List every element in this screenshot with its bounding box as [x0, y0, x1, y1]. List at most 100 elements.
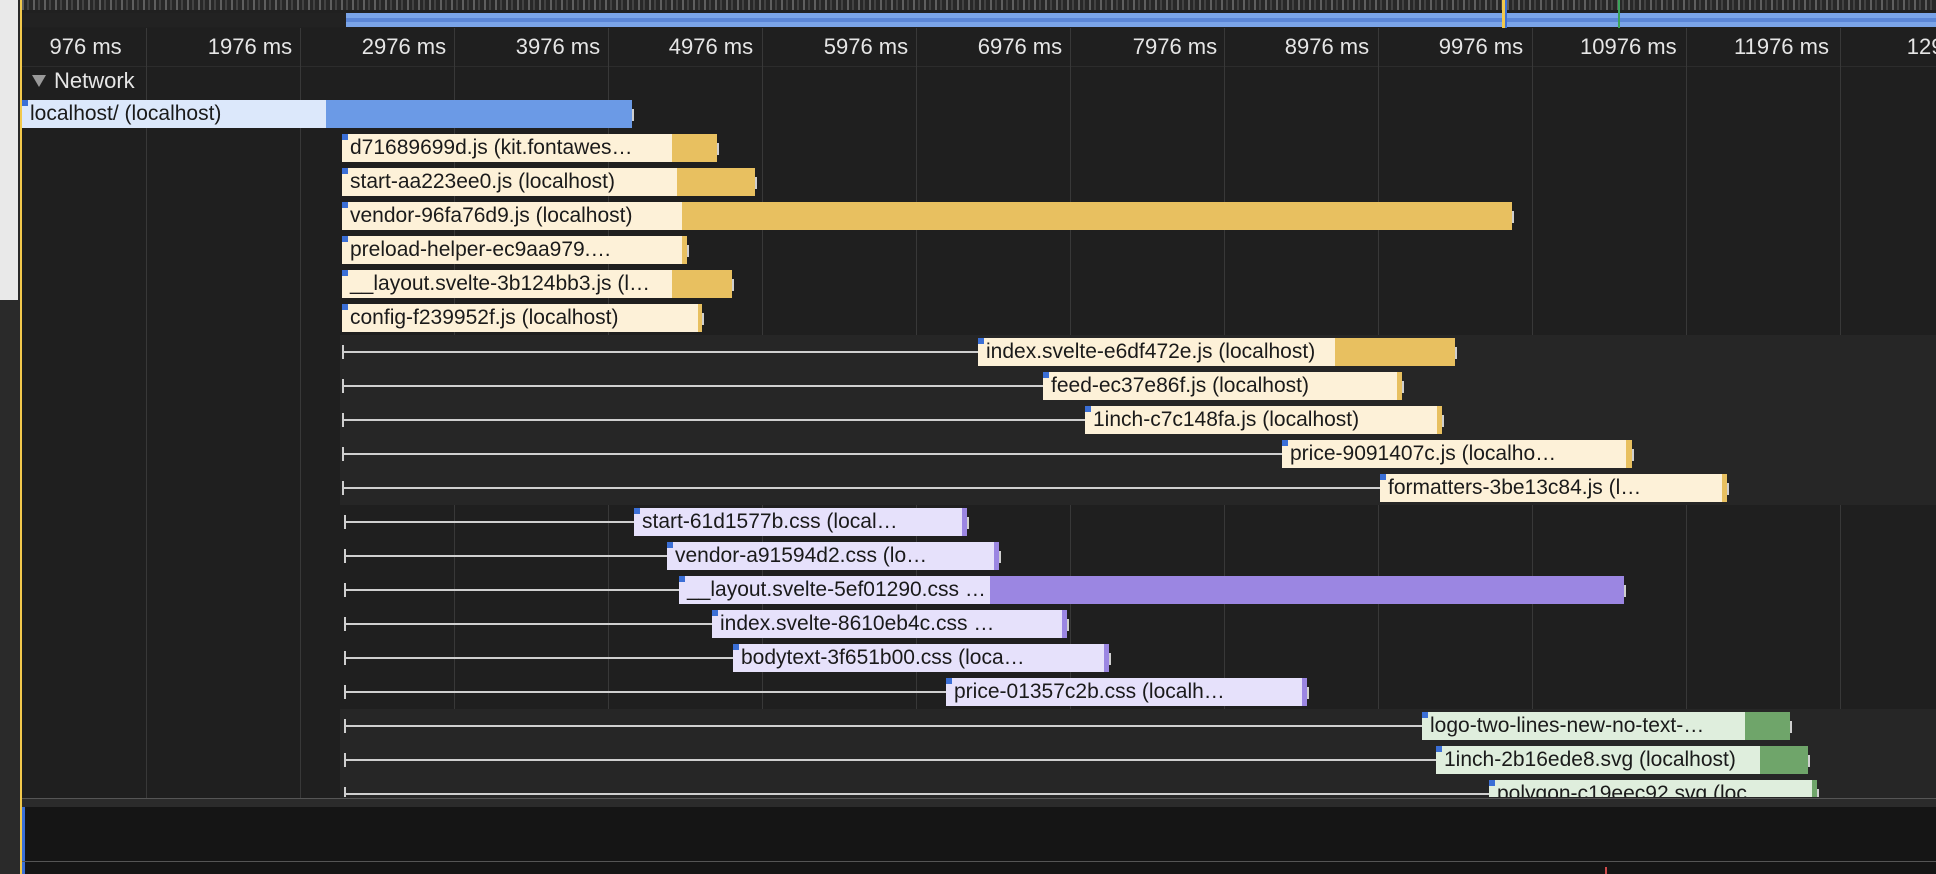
network-request-row[interactable]: start-61d1577b.css (local… [0, 508, 1936, 536]
request-download-bar [1722, 474, 1727, 502]
request-end-tick [687, 245, 689, 257]
ruler-tick-label: 11976 ms [1734, 34, 1829, 59]
request-label: feed-ec37e86f.js (localhost) [1043, 372, 1397, 400]
left-gutter [0, 0, 22, 874]
selection-start-marker[interactable] [20, 0, 22, 874]
request-label: index.svelte-8610eb4c.css … [712, 610, 1062, 638]
request-end-tick [732, 279, 734, 291]
collapse-triangle-icon[interactable] [32, 75, 46, 87]
request-queue-line [342, 351, 978, 353]
network-request-row[interactable]: index.svelte-8610eb4c.css … [0, 610, 1936, 638]
request-download-bar [990, 576, 1624, 604]
request-download-bar [1104, 644, 1109, 672]
network-request-row[interactable]: config-f239952f.js (localhost) [0, 304, 1936, 332]
request-end-tick [1067, 619, 1069, 631]
request-label: formatters-3be13c84.js (l… [1380, 474, 1722, 502]
request-end-tick [999, 551, 1001, 563]
request-priority-icon [1489, 780, 1495, 786]
network-request-row[interactable]: logo-two-lines-new-no-text-… [0, 712, 1936, 740]
request-end-tick [1808, 755, 1810, 767]
request-download-bar [1812, 780, 1817, 797]
request-queue-line [344, 759, 1436, 761]
request-priority-icon [1422, 712, 1428, 718]
network-request-row[interactable]: formatters-3be13c84.js (l… [0, 474, 1936, 502]
request-end-tick [1632, 449, 1634, 461]
network-request-row[interactable]: vendor-96fa76d9.js (localhost) [0, 202, 1936, 230]
request-end-tick [1455, 347, 1457, 359]
request-download-bar [1397, 372, 1402, 400]
request-queue-line [344, 793, 1489, 795]
request-label: start-aa223ee0.js (localhost) [342, 168, 677, 196]
request-priority-icon [978, 338, 984, 344]
network-request-row[interactable]: d71689699d.js (kit.fontawes… [0, 134, 1936, 162]
request-download-bar [677, 168, 755, 196]
request-label: logo-two-lines-new-no-text-… [1422, 712, 1745, 740]
request-download-bar [1626, 440, 1632, 468]
ruler-tick-label: 10976 ms [1580, 34, 1677, 59]
request-download-bar [682, 202, 1512, 230]
overview-cpu-activity [22, 0, 1936, 10]
request-label: start-61d1577b.css (local… [634, 508, 962, 536]
request-queue-line [342, 453, 1282, 455]
request-end-tick [1109, 653, 1111, 665]
request-priority-icon [1043, 372, 1049, 378]
details-panel-edge [22, 807, 25, 874]
network-request-row[interactable]: preload-helper-ec9aa979.… [0, 236, 1936, 264]
ruler-tick-label: 9976 ms [1438, 34, 1524, 59]
request-label: bodytext-3f651b00.css (loca… [733, 644, 1104, 672]
request-download-bar [672, 270, 732, 298]
ruler-tick-label: 129 [1906, 34, 1936, 59]
network-request-row[interactable]: price-01357c2b.css (localh… [0, 678, 1936, 706]
request-download-bar [326, 100, 632, 128]
network-request-row[interactable]: 1inch-2b16ede8.svg (localhost) [0, 746, 1936, 774]
request-label: 1inch-2b16ede8.svg (localhost) [1436, 746, 1760, 774]
request-priority-icon [342, 202, 348, 208]
network-request-row[interactable]: vendor-a91594d2.css (lo… [0, 542, 1936, 570]
network-request-row[interactable]: feed-ec37e86f.js (localhost) [0, 372, 1936, 400]
request-label: localhost/ (localhost) [22, 100, 326, 128]
request-queue-line [342, 487, 1380, 489]
request-priority-icon [342, 304, 348, 310]
network-request-row[interactable]: bodytext-3f651b00.css (loca… [0, 644, 1936, 672]
network-request-row[interactable]: __layout.svelte-3b124bb3.js (l… [0, 270, 1936, 298]
request-download-bar [1335, 338, 1455, 366]
request-priority-icon [946, 678, 952, 684]
request-queue-start [344, 787, 346, 797]
request-queue-line [344, 555, 667, 557]
request-end-tick [1512, 211, 1514, 223]
request-end-tick [1442, 415, 1444, 427]
network-request-row[interactable]: price-9091407c.js (localho… [0, 440, 1936, 468]
ruler-tick-label: 5976 ms [823, 34, 909, 59]
network-request-row[interactable]: 1inch-c7c148fa.js (localhost) [0, 406, 1936, 434]
request-label: __layout.svelte-3b124bb3.js (l… [342, 270, 672, 298]
request-label: preload-helper-ec9aa979.… [342, 236, 682, 264]
network-request-row[interactable]: __layout.svelte-5ef01290.css (localhost) [0, 576, 1936, 604]
request-download-bar [1437, 406, 1442, 434]
request-label: polygon-c19eec92.svg (loc… [1489, 780, 1812, 797]
network-track-header[interactable]: Network [22, 66, 135, 96]
network-request-row[interactable]: localhost/ (localhost) [0, 100, 1936, 128]
overview-network-activity [346, 13, 1936, 27]
network-request-row[interactable]: start-aa223ee0.js (localhost) [0, 168, 1936, 196]
ruler-tick-label: 976 ms [49, 34, 122, 59]
request-end-tick [717, 143, 719, 155]
request-priority-icon [634, 508, 640, 514]
request-priority-icon [342, 134, 348, 140]
network-request-row[interactable]: polygon-c19eec92.svg (loc… [0, 780, 1936, 797]
time-ruler[interactable]: 976 ms 1976 ms 2976 ms 3976 ms 4976 ms 5976 m… [22, 28, 1936, 67]
request-label: vendor-a91594d2.css (lo… [667, 542, 994, 570]
ruler-tick-label: 7976 ms [1132, 34, 1218, 59]
overview-marker [1505, 0, 1507, 28]
request-label: config-f239952f.js (localhost) [342, 304, 698, 332]
timeline-overview[interactable] [22, 0, 1936, 28]
request-priority-icon [22, 100, 28, 106]
request-queue-line [342, 385, 1043, 387]
request-label: vendor-96fa76d9.js (localhost) [342, 202, 682, 230]
network-request-row[interactable]: index.svelte-e6df472e.js (localhost) [0, 338, 1936, 366]
request-download-bar [994, 542, 999, 570]
details-panel [22, 807, 1936, 874]
details-panel-divider [22, 861, 1936, 862]
request-download-bar [962, 508, 967, 536]
request-queue-line [344, 589, 679, 591]
request-end-tick [1624, 585, 1626, 597]
